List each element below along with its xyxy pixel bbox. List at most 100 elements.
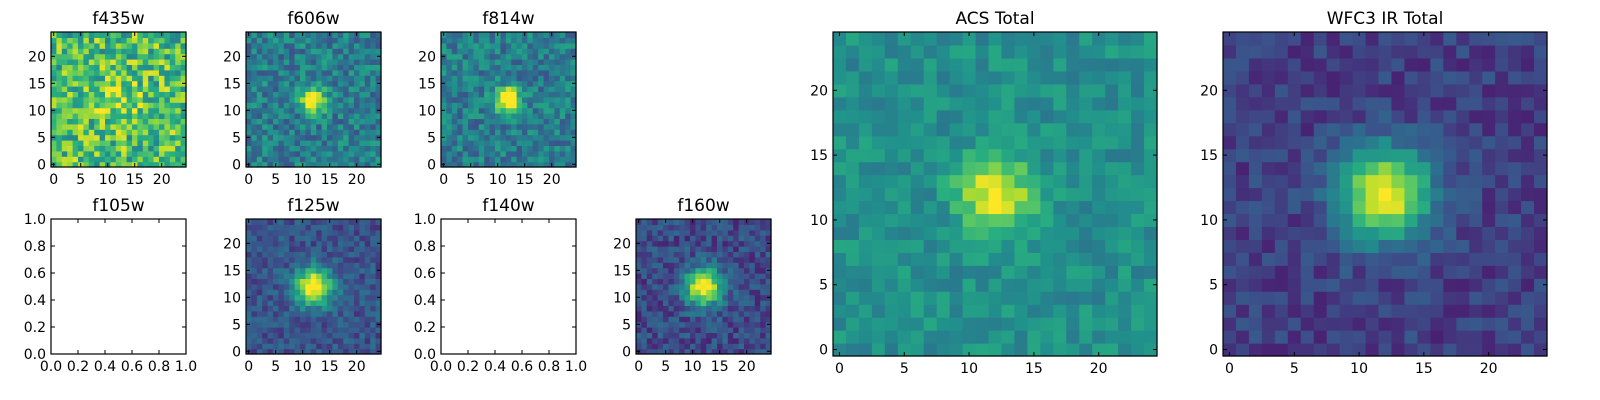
heatmap-cell — [294, 69, 301, 76]
heatmap-cell — [169, 161, 176, 168]
x-tick-label: 5 — [661, 359, 670, 375]
x-tick-label: 0 — [49, 172, 58, 188]
heatmap-cell — [164, 113, 171, 119]
x-tick-label: 20 — [153, 172, 171, 188]
heatmap-cell — [99, 80, 106, 87]
heatmap-cell — [749, 327, 756, 333]
heatmap-cell — [337, 305, 344, 312]
heatmap-cell — [1092, 200, 1106, 215]
heatmap-cell — [451, 37, 458, 44]
heatmap-cell — [99, 59, 106, 65]
heatmap-cell — [1248, 109, 1263, 124]
heatmap-cell — [364, 229, 371, 236]
heatmap-cell — [722, 343, 729, 350]
heatmap-cell — [61, 145, 68, 152]
heatmap-cell — [668, 294, 675, 301]
heatmap-cell — [148, 140, 155, 146]
heatmap-cell — [1014, 187, 1028, 202]
heatmap-cell — [1521, 252, 1535, 266]
heatmap-cell — [511, 69, 518, 76]
heatmap-cell — [137, 37, 144, 44]
heatmap-cell — [1365, 70, 1380, 85]
heatmap-cell — [99, 69, 106, 76]
heatmap-cell — [273, 64, 279, 71]
heatmap-cell — [337, 161, 344, 168]
heatmap-cell — [273, 273, 279, 279]
heatmap-cell — [321, 102, 328, 109]
heatmap-cell — [148, 69, 155, 76]
heatmap-cell — [300, 251, 306, 258]
heatmap-cell — [348, 48, 355, 55]
heatmap-cell — [1534, 265, 1548, 279]
heatmap-cell — [511, 140, 518, 146]
heatmap-cell — [1040, 226, 1054, 240]
heatmap-cell — [94, 140, 101, 146]
heatmap-cell — [132, 69, 138, 76]
heatmap-cell — [505, 150, 512, 157]
heatmap-cell — [1417, 304, 1431, 318]
heatmap-cell — [142, 123, 149, 130]
heatmap-cell — [1313, 161, 1328, 176]
heatmap-cell — [1105, 70, 1119, 85]
heatmap-cell — [105, 53, 111, 60]
heatmap-cell — [348, 300, 355, 306]
heatmap-cell — [527, 102, 534, 109]
heatmap-cell — [1391, 278, 1406, 292]
heatmap-cell — [754, 273, 761, 279]
heatmap-cell — [727, 300, 734, 306]
heatmap-cell — [364, 145, 371, 152]
heatmap-cell — [273, 150, 279, 157]
heatmap-cell — [711, 343, 718, 350]
heatmap-cell — [462, 102, 469, 109]
heatmap-cell — [765, 300, 772, 306]
heatmap-cell — [538, 134, 545, 141]
heatmap-cell — [668, 321, 675, 328]
heatmap-cell — [636, 229, 642, 236]
heatmap-cell — [364, 32, 371, 38]
heatmap-cell — [132, 145, 138, 152]
heatmap-cell — [949, 135, 964, 150]
heatmap-cell — [246, 75, 252, 82]
heatmap-cell — [316, 348, 323, 355]
heatmap-cell — [246, 86, 252, 92]
heatmap-cell — [910, 304, 925, 318]
heatmap-cell — [565, 42, 572, 49]
heatmap-cell — [495, 48, 501, 55]
heatmap-cell — [706, 251, 713, 258]
heatmap-cell — [142, 75, 149, 82]
heatmap-cell — [717, 337, 723, 344]
heatmap-cell — [175, 59, 182, 65]
heatmap-cell — [760, 267, 767, 274]
heatmap-cell — [321, 294, 328, 301]
heatmap-cell — [641, 321, 648, 328]
heatmap-cell — [283, 240, 290, 247]
heatmap-cell — [1248, 330, 1263, 344]
heatmap-cell — [375, 123, 382, 130]
x-tick-label: 0.2 — [67, 359, 89, 375]
heatmap-cell — [354, 53, 360, 60]
heatmap-cell — [1027, 83, 1041, 98]
heatmap-cell — [457, 69, 464, 76]
heatmap-cell — [278, 37, 285, 44]
x-tick-label: 0.8 — [538, 359, 560, 375]
heatmap-cell — [559, 32, 566, 38]
heatmap-cell — [283, 64, 290, 71]
heatmap-cell — [1300, 122, 1315, 137]
heatmap-cell — [1248, 122, 1263, 137]
heatmap-cell — [668, 256, 675, 263]
heatmap-cell — [283, 80, 290, 87]
heatmap-cell — [722, 278, 729, 285]
heatmap-cell — [559, 107, 566, 114]
heatmap-cell — [1014, 83, 1028, 98]
heatmap-cell — [636, 337, 642, 344]
heatmap-cell — [690, 337, 696, 344]
heatmap-cell — [1144, 317, 1158, 331]
heatmap-cell — [988, 109, 1003, 124]
heatmap-cell — [359, 251, 366, 258]
heatmap-cell — [283, 229, 290, 236]
heatmap-cell — [1430, 187, 1444, 202]
heatmap-cell — [1508, 57, 1522, 72]
heatmap-cell — [370, 262, 377, 269]
heatmap-cell — [327, 156, 333, 163]
